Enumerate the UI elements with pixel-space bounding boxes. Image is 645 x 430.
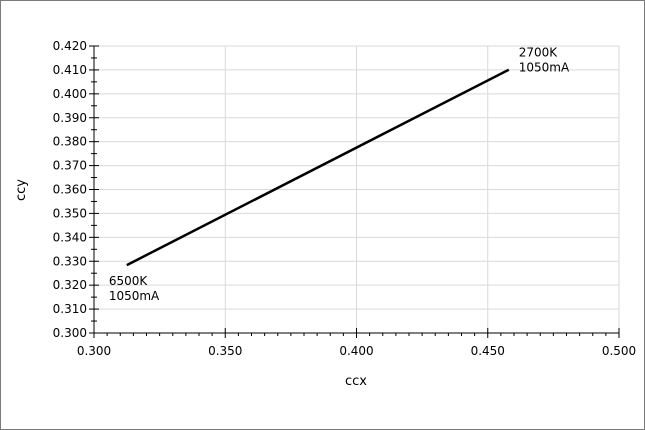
x-tick-label: 0.350 xyxy=(208,344,242,358)
y-tick-label: 0.370 xyxy=(53,159,87,173)
data-label-line: 2700K xyxy=(519,46,559,60)
data-label-line: 1050mA xyxy=(109,289,160,303)
series xyxy=(126,68,510,267)
x-tick-label: 0.300 xyxy=(77,344,111,358)
y-axis-title: ccy xyxy=(14,179,29,201)
x-tick-label: 0.400 xyxy=(339,344,373,358)
data-label: 6500K 1050mA xyxy=(109,274,160,303)
axes xyxy=(89,45,620,338)
y-tick-label: 0.340 xyxy=(53,230,87,244)
grid xyxy=(94,45,620,333)
x-tick-label: 0.500 xyxy=(602,344,636,358)
y-tick-label: 0.410 xyxy=(53,63,87,77)
y-tick-label: 0.420 xyxy=(53,39,87,53)
y-tick-label: 0.300 xyxy=(53,326,87,340)
x-tick-label: 0.450 xyxy=(471,344,505,358)
y-tick-label: 0.400 xyxy=(53,87,87,101)
labels: 0.300 0.310 0.320 0.330 0.340 0.350 0.360 0.370… xyxy=(53,39,637,358)
y-tick-label: 0.330 xyxy=(53,254,87,268)
y-tick-label: 0.380 xyxy=(53,135,87,149)
y-tick-label: 0.310 xyxy=(53,302,87,316)
y-tick-label: 0.390 xyxy=(53,111,87,125)
series-line xyxy=(126,68,510,267)
data-label-line: 6500K xyxy=(109,274,149,288)
y-tick-label: 0.360 xyxy=(53,183,87,197)
data-label-line: 1050mA xyxy=(519,61,570,75)
y-tick-label: 0.350 xyxy=(53,206,87,220)
data-label: 2700K 1050mA xyxy=(519,46,570,75)
x-axis-title: ccx xyxy=(345,374,367,389)
y-tick-label: 0.320 xyxy=(53,278,87,292)
